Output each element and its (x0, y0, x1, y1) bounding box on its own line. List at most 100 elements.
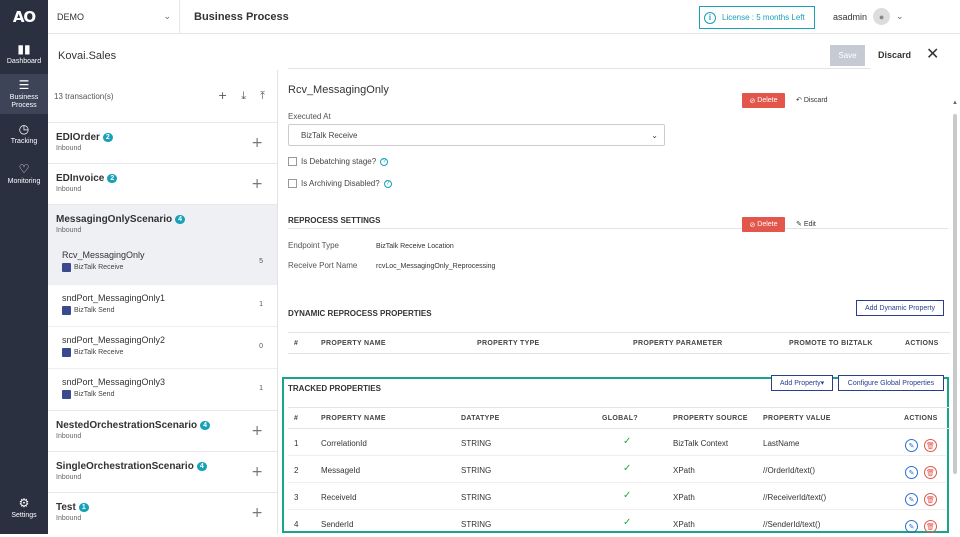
transaction-list-header: 13 transaction(s) + ⤓ ⤒ (54, 89, 265, 102)
receive-port-label: Receive Port Name (288, 261, 358, 270)
add-icon[interactable]: + (251, 135, 263, 151)
checkbox[interactable] (288, 179, 297, 188)
delete-icon: ⊘ (749, 97, 758, 105)
transaction-item[interactable]: Rcv_MessagingOnly BizTalk Receive 5 (48, 242, 277, 284)
endpoint-type-value: BizTalk Receive Location (376, 243, 454, 250)
edit-icon[interactable]: ✎ (905, 493, 918, 506)
transaction-title: Rcv_MessagingOnly (288, 84, 389, 96)
biztalk-icon (62, 348, 71, 357)
delete-button[interactable]: ⊘ Delete (742, 93, 785, 108)
chevron-down-icon: ⌄ (651, 130, 658, 140)
save-button[interactable]: Save (830, 45, 865, 66)
check-circle-icon: ✓ (623, 463, 632, 474)
heart-icon: ♡ (18, 161, 30, 176)
table-row: 1 CorrelationId STRING ✓ BizTalk Context… (288, 429, 946, 456)
transaction-list: 13 transaction(s) + ⤓ ⤒ EDIOrder 2 Inboun… (48, 70, 278, 534)
configure-global-properties-button[interactable]: Configure Global Properties (838, 375, 944, 391)
chevron-down-icon: ⌄ (163, 11, 171, 22)
add-icon[interactable]: + (251, 464, 263, 480)
add-property-button[interactable]: Add Property ▾ (771, 375, 833, 391)
count-badge: 4 (196, 462, 207, 471)
download-icon[interactable]: ⤓ (241, 89, 247, 102)
checkbox[interactable] (288, 157, 297, 166)
transaction-item[interactable]: sndPort_MessagingOnly1 BizTalk Send 1 (48, 284, 277, 326)
info-icon: i (704, 11, 716, 24)
biztalk-icon (62, 306, 71, 315)
debatching-checkbox[interactable]: Is Debatching stage? ? (288, 157, 389, 166)
edit-icon[interactable]: ✎ (905, 520, 918, 533)
scrollbar[interactable]: ▲ (952, 100, 958, 534)
edit-icon: ✎ (796, 221, 804, 228)
close-icon[interactable]: ✕ (926, 44, 940, 63)
receive-port-value: rcvLoc_MessagingOnly_Reprocessing (376, 263, 496, 270)
trash-icon[interactable]: 🗑 (924, 439, 937, 452)
delete-button[interactable]: ⊘ Delete (742, 217, 785, 232)
count-badge: 2 (107, 174, 118, 183)
edit-icon[interactable]: ✎ (905, 439, 918, 452)
caret-down-icon: ▾ (820, 380, 825, 387)
add-dynamic-property-button[interactable]: Add Dynamic Property (856, 300, 944, 316)
edit-icon[interactable]: ✎ (905, 466, 918, 479)
application-name: Kovai.Sales (58, 50, 117, 62)
nav-dashboard[interactable]: ▮▮ Dashboard (6, 41, 42, 65)
archiving-checkbox[interactable]: Is Archiving Disabled? ? (288, 179, 392, 188)
check-circle-icon: ✓ (623, 517, 632, 528)
discard-link[interactable]: ↶ Discard (796, 97, 828, 104)
group-item[interactable]: EDIOrder 2 Inbound + (48, 122, 277, 163)
help-icon[interactable]: ? (380, 157, 389, 166)
edit-link[interactable]: ✎ Edit (796, 221, 816, 228)
biztalk-icon (62, 263, 71, 272)
sub-header: Kovai.Sales Save Discard ✕ (48, 34, 960, 70)
divider (288, 228, 948, 229)
delete-icon: ⊘ (749, 221, 758, 229)
scroll-up-icon[interactable]: ▲ (952, 100, 958, 106)
top-bar: DEMO ⌄ Business Process (48, 0, 960, 34)
executed-at-select[interactable]: BizTalk Receive ⌄ (288, 124, 665, 146)
transaction-item[interactable]: sndPort_MessagingOnly2 BizTalk Receive 0 (48, 326, 277, 368)
list-icon: ☰ (18, 77, 30, 92)
tracked-table-header: # PROPERTY NAME DATATYPE GLOBAL? PROPERT… (288, 407, 950, 429)
nav-business-process[interactable]: ☰ Business Process (0, 74, 48, 114)
trash-icon[interactable]: 🗑 (924, 493, 937, 506)
transaction-item[interactable]: sndPort_MessagingOnly3 BizTalk Send 1 (48, 368, 277, 410)
gear-icon: ⚙ (18, 495, 30, 510)
check-circle-icon: ✓ (623, 436, 632, 447)
table-row: 4 SenderId STRING ✓ XPath //SenderId/tex… (288, 510, 946, 537)
discard-button[interactable]: Discard (878, 50, 912, 60)
nav-settings[interactable]: ⚙ Settings (11, 495, 37, 519)
nav-monitoring[interactable]: ♡ Monitoring (7, 161, 41, 185)
group-item[interactable]: Test 1 Inbound + (48, 492, 277, 533)
table-row: 3 ReceiveId STRING ✓ XPath //ReceiverId/… (288, 483, 946, 510)
group-item[interactable]: NestedOrchestrationScenario 4 Inbound + (48, 410, 277, 451)
add-icon[interactable]: + (218, 89, 228, 102)
nav-tracking[interactable]: ◷ Tracking (10, 121, 38, 145)
group-item[interactable]: EDInvoice 2 Inbound + (48, 163, 277, 204)
add-icon[interactable]: + (251, 505, 263, 521)
avatar: ● (873, 8, 891, 25)
trash-icon[interactable]: 🗑 (924, 466, 937, 479)
tracked-properties-title: TRACKED PROPERTIES (288, 384, 381, 393)
help-icon[interactable]: ? (383, 179, 392, 188)
count-badge: 2 (102, 133, 113, 142)
license-badge[interactable]: i License : 5 months Left (699, 6, 815, 29)
count-badge: 1 (78, 503, 89, 512)
environment-select[interactable]: DEMO ⌄ (48, 0, 180, 34)
add-icon[interactable]: + (251, 176, 263, 192)
group-item[interactable]: SingleOrchestrationScenario 4 Inbound + (48, 451, 277, 492)
group-item[interactable]: MessagingOnlyScenario 4 Inbound (48, 204, 277, 242)
reprocess-settings-title: REPROCESS SETTINGS (288, 216, 381, 225)
executed-at-label: Executed At (288, 112, 331, 121)
scroll-thumb[interactable] (953, 114, 957, 474)
chevron-down-icon: ⌄ (896, 11, 904, 22)
count-badge: 4 (200, 421, 211, 430)
main-nav: AO ▮▮ Dashboard ☰ Business Process ◷ Tra… (0, 0, 48, 534)
add-icon[interactable]: + (251, 423, 263, 439)
endpoint-type-label: Endpoint Type (288, 241, 340, 250)
clock-icon: ◷ (18, 121, 30, 136)
upload-icon[interactable]: ⤒ (260, 89, 265, 102)
trash-icon[interactable]: 🗑 (924, 520, 937, 533)
user-menu[interactable]: asadmin ● ⌄ (833, 8, 904, 25)
bar-chart-icon: ▮▮ (17, 41, 31, 56)
dynamic-table-header: # PROPERTY NAME PROPERTY TYPE PROPERTY P… (288, 332, 950, 354)
table-row: 2 MessageId STRING ✓ XPath //OrderId/tex… (288, 456, 946, 483)
